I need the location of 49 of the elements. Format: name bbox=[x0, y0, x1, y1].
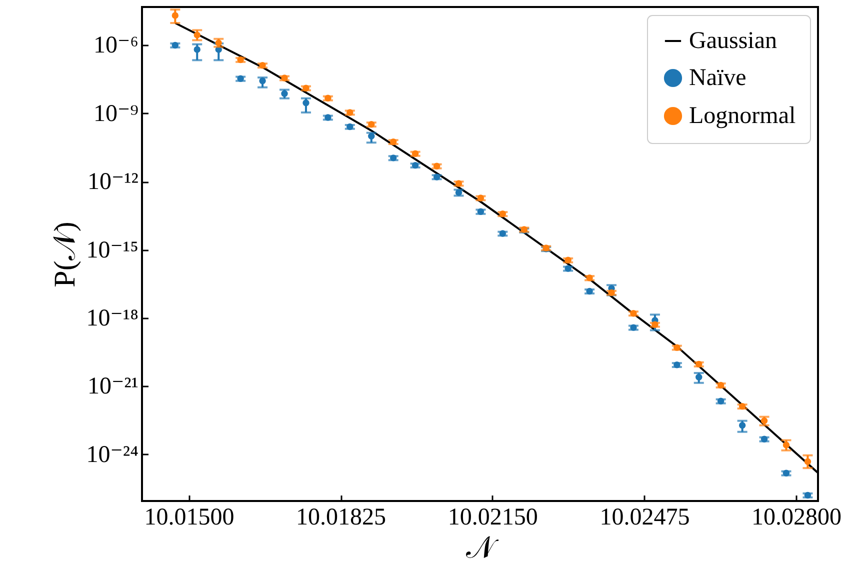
point bbox=[259, 62, 266, 69]
point bbox=[237, 75, 244, 82]
y-tick-label: 10⁻¹⁵ bbox=[86, 237, 138, 264]
point bbox=[586, 288, 593, 295]
point bbox=[172, 12, 179, 19]
y-tick-label: 10⁻²⁴ bbox=[86, 442, 138, 468]
x-tick-label: 10.02150 bbox=[448, 504, 538, 530]
point bbox=[696, 374, 702, 380]
x-tick-label: 10.02800 bbox=[752, 504, 842, 530]
y-tick-label: 10⁻⁶ bbox=[93, 32, 138, 59]
legend-label: Naïve bbox=[689, 65, 746, 91]
point bbox=[652, 321, 658, 328]
point bbox=[259, 78, 266, 84]
point bbox=[674, 361, 680, 368]
y-axis-title: P(𝒩) bbox=[48, 222, 82, 288]
point bbox=[324, 114, 332, 121]
x-axis-title: 𝒩 bbox=[466, 532, 499, 564]
point bbox=[194, 32, 200, 38]
point bbox=[696, 360, 702, 368]
point bbox=[237, 56, 244, 64]
point bbox=[368, 121, 375, 128]
point bbox=[674, 344, 680, 351]
y-tick-label: 10⁻¹² bbox=[87, 169, 138, 196]
point bbox=[281, 90, 288, 97]
y-tick-label: 10⁻¹⁸ bbox=[86, 305, 138, 332]
x-tick-label: 10.02475 bbox=[600, 504, 690, 530]
x-tick-label: 10.01500 bbox=[144, 504, 234, 530]
point bbox=[804, 458, 812, 465]
point bbox=[346, 109, 354, 116]
point bbox=[302, 84, 310, 92]
point bbox=[302, 100, 310, 106]
point bbox=[324, 94, 332, 102]
point bbox=[586, 274, 593, 282]
point bbox=[368, 132, 375, 140]
legend-label: Gaussian bbox=[689, 28, 777, 54]
point bbox=[782, 442, 790, 448]
point bbox=[564, 265, 572, 272]
legend-label: Lognormal bbox=[689, 103, 796, 129]
point bbox=[630, 310, 637, 317]
point bbox=[630, 324, 637, 331]
point bbox=[608, 289, 615, 296]
x-tick-label: 10.01825 bbox=[296, 504, 386, 530]
point bbox=[738, 422, 746, 429]
y-tick-label: 10⁻²¹ bbox=[87, 374, 138, 400]
point bbox=[194, 46, 200, 53]
point bbox=[346, 123, 354, 130]
point bbox=[564, 256, 572, 264]
y-tick-label: 10⁻⁹ bbox=[93, 100, 138, 127]
point bbox=[281, 74, 288, 82]
